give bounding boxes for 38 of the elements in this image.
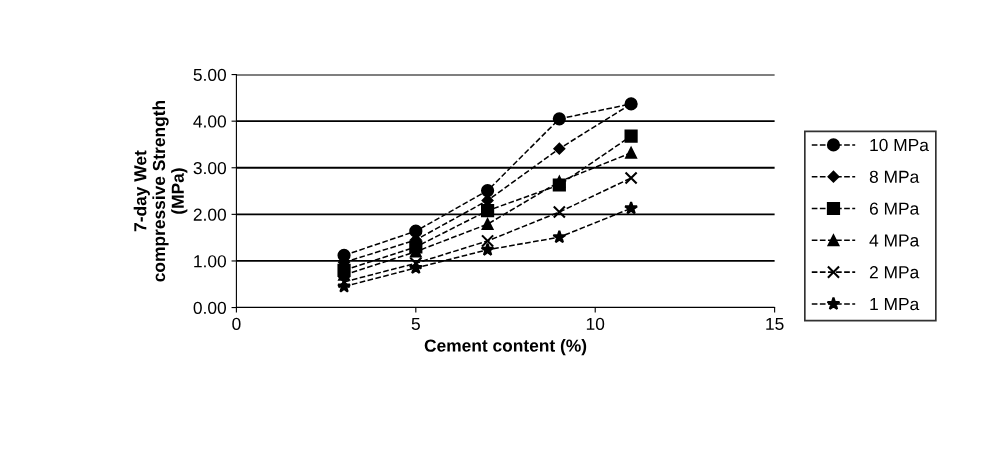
point [337, 275, 351, 289]
point [552, 112, 566, 126]
x-tick-label: 5 [411, 317, 420, 331]
point [553, 142, 566, 155]
y-tick-label: 2.00 [193, 208, 227, 221]
legend-label: 2 MPa [869, 266, 920, 279]
point [480, 234, 495, 248]
x-tick-label: 10 [586, 317, 605, 331]
point [409, 256, 423, 270]
point [624, 201, 639, 215]
point [480, 242, 495, 256]
x-tick-label: 0 [232, 317, 241, 331]
legend-label: 4 MPa [869, 234, 920, 247]
point [480, 204, 495, 218]
point [337, 263, 351, 277]
point [624, 171, 638, 185]
point [552, 229, 567, 244]
point [625, 146, 637, 159]
point [480, 184, 495, 198]
point [481, 218, 494, 231]
y-axis-title: 7-day Wet compressive Strength (MPa) [133, 100, 188, 282]
y-tick-label: 3.00 [193, 161, 227, 175]
y-tick-label: 0.00 [193, 301, 227, 315]
point [337, 248, 351, 262]
point [552, 178, 566, 192]
point [409, 224, 423, 238]
x-tick-label: 15 [766, 317, 784, 331]
point [624, 129, 638, 143]
y-tick-label: 5.00 [193, 68, 227, 82]
x-axis-title: Cement content (%) [424, 339, 587, 356]
y-tick-label: 1.00 [194, 255, 227, 268]
point [552, 205, 566, 219]
legend-label: 8 MPa [869, 170, 920, 183]
legend-label: 1 MPa [870, 298, 920, 311]
legend-label: 6 MPa [869, 202, 920, 215]
legend-label: 10 MPa [870, 138, 929, 152]
point [624, 97, 638, 111]
y-tick-label: 4.00 [193, 115, 227, 128]
